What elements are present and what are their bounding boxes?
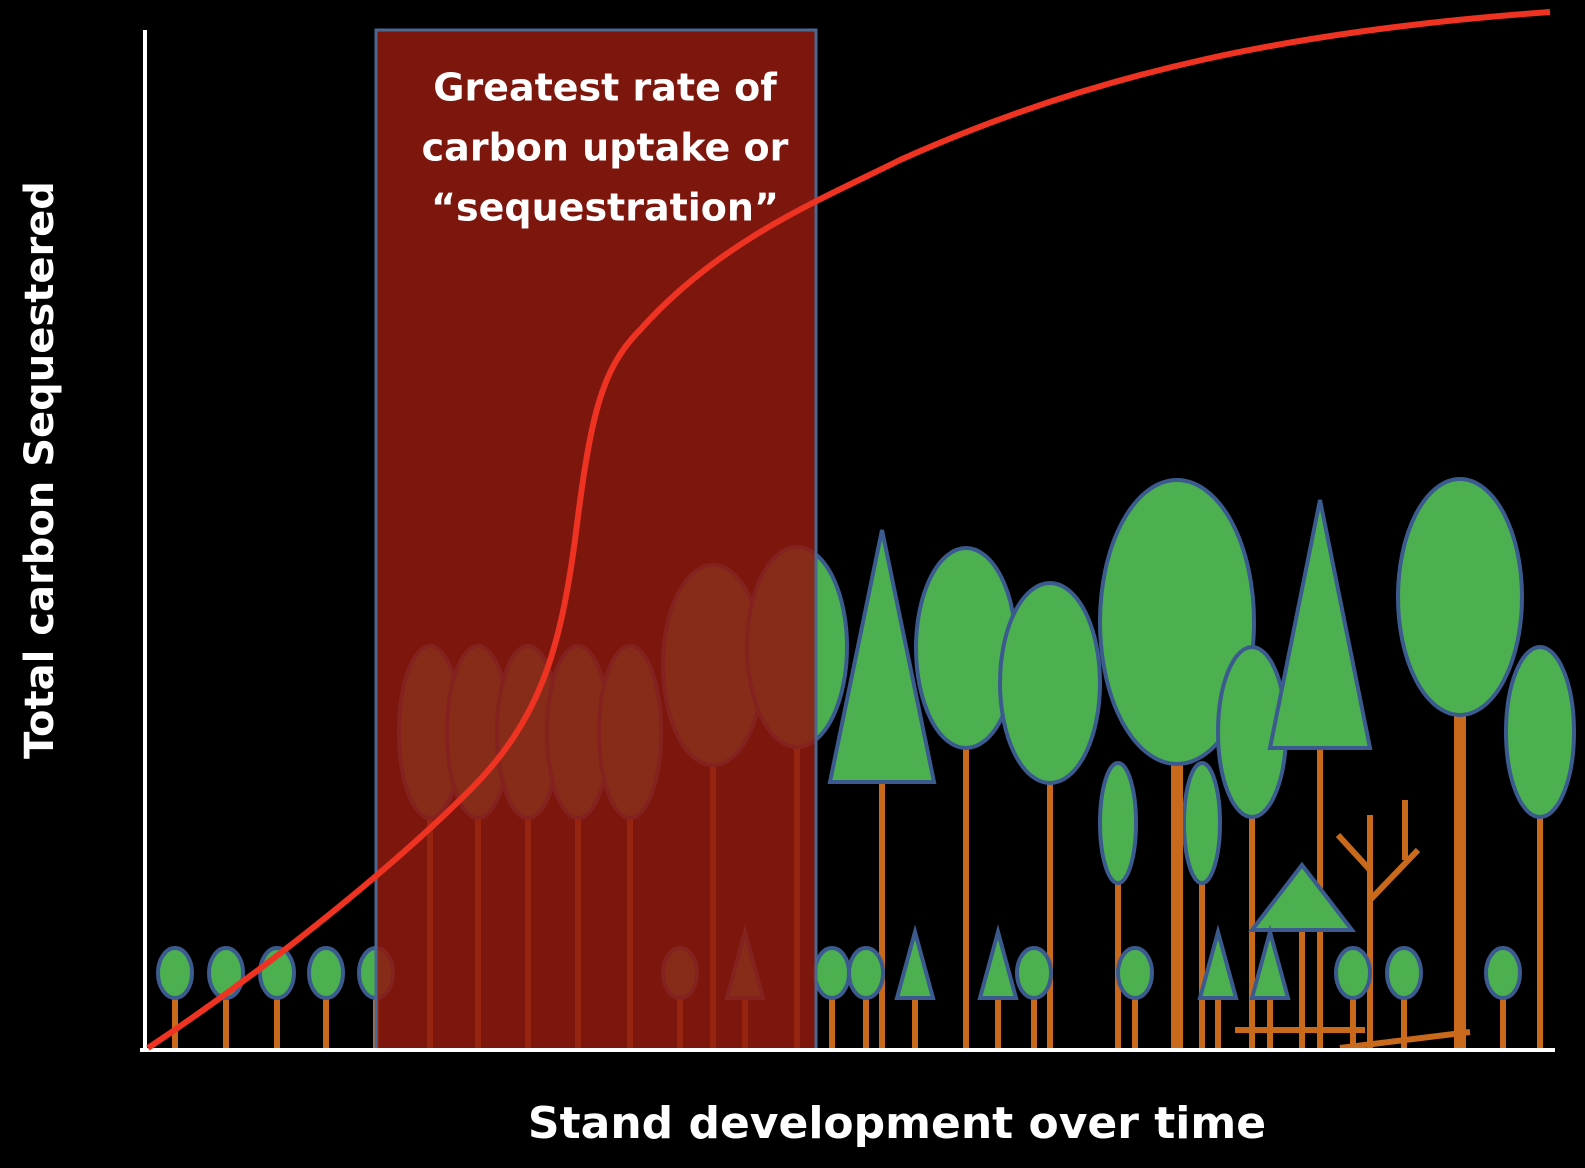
tree-crown bbox=[1398, 479, 1522, 715]
annotation-line: “sequestration” bbox=[431, 186, 779, 230]
tree-crown bbox=[1000, 583, 1100, 783]
tree-crown bbox=[815, 948, 849, 998]
tree-crown bbox=[1017, 948, 1051, 998]
tree-crown bbox=[158, 948, 192, 998]
annotation-line: carbon uptake or bbox=[422, 126, 789, 170]
page: Greatest rate of carbon uptake or “seque… bbox=[0, 0, 1585, 1168]
tree-crown bbox=[1100, 763, 1136, 883]
tree-crown bbox=[1118, 948, 1152, 998]
tree-crown bbox=[309, 948, 343, 998]
tree-crown bbox=[1336, 948, 1370, 998]
tree-crown bbox=[1387, 948, 1421, 998]
diagram: Greatest rate of carbon uptake or “seque… bbox=[0, 0, 1585, 1168]
tree-crown bbox=[1184, 763, 1220, 883]
tree-crown bbox=[849, 948, 883, 998]
tree-crown bbox=[1506, 647, 1574, 817]
annotation-line: Greatest rate of bbox=[433, 66, 777, 110]
tree-crown bbox=[1486, 948, 1520, 998]
y-axis-label: Total carbon Sequestered bbox=[17, 181, 63, 759]
x-axis-label: Stand development over time bbox=[528, 1098, 1266, 1149]
highlight-box bbox=[376, 30, 816, 1050]
